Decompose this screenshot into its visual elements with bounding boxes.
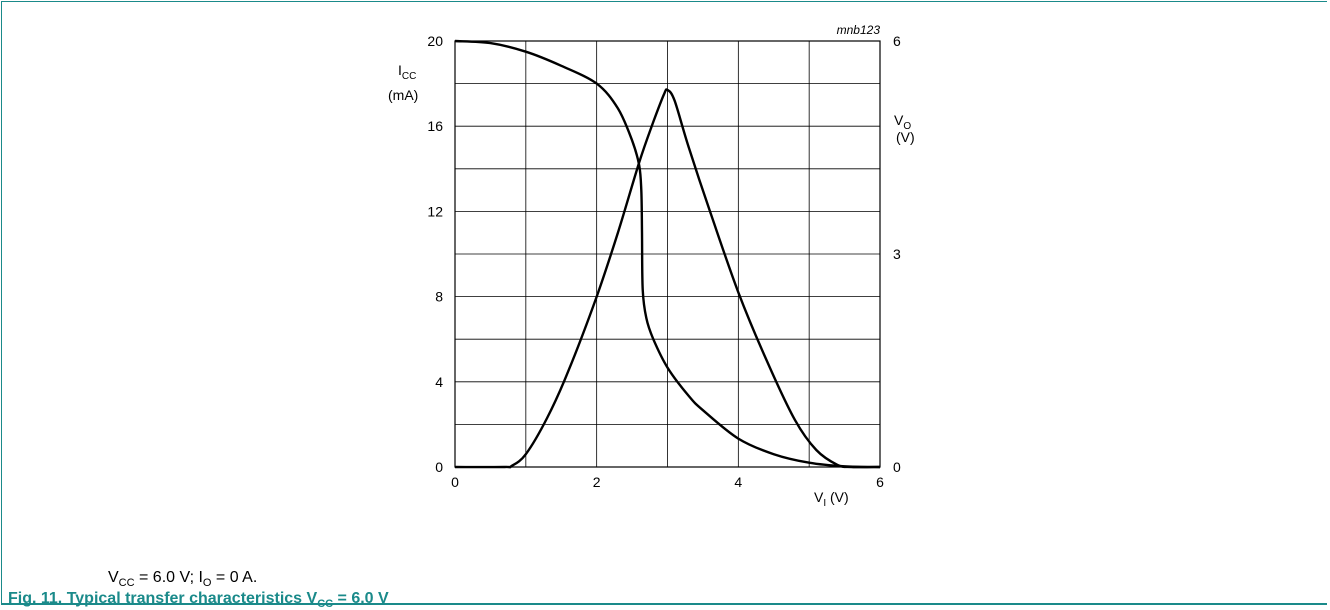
figure-frame-bottom: [1, 603, 1327, 605]
y-right-axis-unit: (V): [896, 129, 915, 145]
chart-curves: [454, 39, 881, 469]
y-right-axis-label: VO: [894, 112, 911, 132]
chart-grid: [454, 40, 881, 468]
y-left-axis-unit: (mA): [388, 87, 418, 103]
y-right-tick-label: 6: [893, 33, 901, 49]
y-left-tick-label: 0: [435, 459, 443, 475]
x-axis-label: VI (V): [814, 489, 849, 509]
conditions-note: VCC = 6.0 V; IO = 0 A.: [108, 569, 258, 590]
x-tick-label: 6: [876, 474, 884, 490]
y-right-tick-label: 3: [893, 246, 901, 262]
y-left-tick-label: 4: [435, 374, 443, 390]
x-tick-label: 0: [451, 474, 459, 490]
y-left-tick-label: 16: [427, 118, 443, 134]
x-tick-label: 4: [734, 474, 742, 490]
y-left-tick-label: 12: [427, 203, 443, 219]
y-left-tick-label: 20: [427, 33, 443, 49]
series-line-icc: [454, 88, 881, 469]
y-left-tick-label: 8: [435, 289, 443, 305]
figure-caption: Fig. 11. Typical transfer characteristic…: [8, 590, 389, 610]
x-tick-label: 2: [593, 474, 601, 490]
series-line-vo: [454, 39, 881, 469]
y-left-axis-label: ICC: [398, 62, 416, 82]
y-right-tick-label: 0: [893, 459, 901, 475]
figure-code: mnb123: [837, 23, 881, 37]
